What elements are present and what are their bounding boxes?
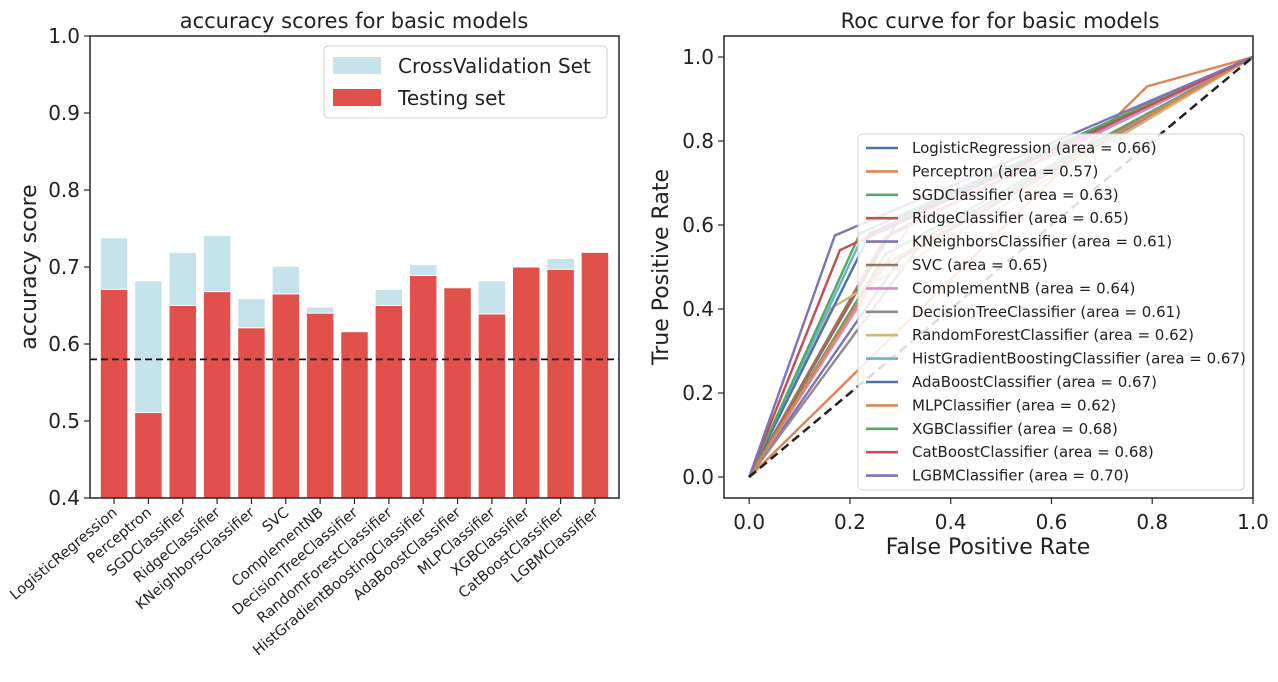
bar-y-ticks: 0.4 0.5 0.6 0.7 0.8 0.9 1.0 (48, 24, 90, 510)
bar-testing-set-catboostclassifier (546, 268, 575, 499)
roc-y-tick-label: 0.4 (682, 297, 714, 321)
bar-testing-set-xgbclassifier (512, 266, 541, 499)
roc-legend-label: SGDClassifier (area = 0.63) (912, 186, 1119, 204)
bar-testing-set-adaboostclassifier (443, 287, 472, 499)
roc-legend-label: HistGradientBoostingClassifier (area = 0… (912, 350, 1246, 368)
bar-chart-frame (89, 35, 620, 499)
roc-legend-label: LogisticRegression (area = 0.66) (912, 139, 1157, 157)
roc-legend-label: RandomForestClassifier (area = 0.62) (912, 326, 1194, 344)
bar-chart: accuracy scores for basic models accurac… (7, 9, 620, 659)
roc-line-lgbmclassifier (748, 55, 1253, 478)
bar-y-tick-label: 0.6 (48, 332, 80, 356)
bar-testing-set-lgbmclassifier (580, 251, 610, 499)
bar-testing-set-sgdclassifier (168, 305, 197, 499)
roc-line-catboostclassifier (748, 55, 1253, 478)
roc-chart: Roc curve for for basic models False Pos… (649, 9, 1269, 560)
roc-x-tick-label: 0.0 (733, 510, 765, 534)
bar-chart-legend: CrossValidation Set Testing set (323, 45, 608, 119)
roc-legend-label: SVC (area = 0.65) (912, 256, 1048, 274)
legend-label-testing: Testing set (397, 86, 505, 110)
roc-legend-label: XGBClassifier (area = 0.68) (912, 420, 1118, 438)
roc-y-tick-label: 0.0 (682, 465, 714, 489)
roc-legend-box (857, 133, 1245, 491)
roc-legend-label: AdaBoostClassifier (area = 0.67) (912, 373, 1157, 391)
roc-y-tick-label: 0.8 (682, 129, 714, 153)
bar-y-tick-label: 0.8 (48, 178, 80, 202)
roc-legend-label: ComplementNB (area = 0.64) (912, 279, 1135, 297)
roc-x-tick-label: 0.8 (1136, 510, 1168, 534)
roc-chart-title: Roc curve for for basic models (841, 9, 1160, 33)
bar-marks (99, 234, 610, 499)
bar-y-tick-label: 0.5 (48, 409, 80, 433)
bar-testing-set-kneighborsclassifier (237, 327, 266, 499)
roc-legend-label: MLPClassifier (area = 0.62) (912, 396, 1116, 414)
bar-y-tick-label: 1.0 (48, 24, 80, 48)
roc-y-tick-label: 0.2 (682, 381, 714, 405)
roc-chart-frame (723, 35, 1254, 499)
roc-legend-label: KNeighborsClassifier (area = 0.61) (912, 233, 1172, 251)
roc-legend-label: Perceptron (area = 0.57) (912, 162, 1098, 180)
bar-chart-y-axis-label: accuracy score (17, 184, 42, 349)
legend-label-crossvalidation: CrossValidation Set (398, 54, 591, 78)
roc-chart-legend: LogisticRegression (area = 0.66) Perceptr… (857, 133, 1246, 491)
bar-y-tick-label: 0.7 (48, 255, 80, 279)
roc-legend-label: RidgeClassifier (area = 0.65) (912, 209, 1129, 227)
roc-chart-y-axis-label: True Positive Rate (649, 169, 674, 366)
roc-y-tick-label: 0.6 (682, 213, 714, 237)
bar-testing-set-logisticregression (99, 288, 129, 499)
roc-legend-label: CatBoostClassifier (area = 0.68) (912, 443, 1154, 461)
roc-legend-items: LogisticRegression (area = 0.66) Perceptr… (866, 139, 1246, 485)
bar-testing-set-randomforestclassifier (374, 305, 404, 499)
bar-testing-set-complementnb (305, 312, 335, 499)
bar-testing-set-mlpclassifier (477, 313, 507, 499)
roc-y-ticks: 0.0 0.2 0.4 0.6 0.8 1.0 (682, 45, 724, 489)
bar-testing-set-perceptron (134, 412, 163, 499)
roc-y-tick-label: 1.0 (682, 45, 714, 69)
bar-testing-set-decisiontreeclassifier (340, 331, 369, 499)
roc-legend-label: LGBMClassifier (area = 0.70) (912, 467, 1129, 485)
roc-x-tick-label: 0.2 (834, 510, 866, 534)
roc-chart-x-axis-label: False Positive Rate (886, 535, 1090, 560)
bar-x-ticks: LogisticRegressionPerceptronSGDClassifie… (7, 498, 602, 659)
bar-testing-set-ridgeclassifier (202, 291, 232, 499)
roc-legend-label: DecisionTreeClassifier (area = 0.61) (912, 303, 1181, 321)
legend-swatch-testing (333, 89, 381, 106)
legend-swatch-crossvalidation (333, 57, 381, 74)
bar-y-tick-label: 0.4 (48, 486, 80, 510)
roc-x-ticks: 0.0 0.2 0.4 0.6 0.8 1.0 (733, 498, 1269, 534)
bar-testing-set-svc (271, 293, 301, 499)
bar-testing-set-histgradientboostingclassifier (408, 274, 438, 499)
roc-x-tick-label: 1.0 (1237, 510, 1269, 534)
bar-chart-title: accuracy scores for basic models (180, 9, 529, 33)
bar-legend-box (323, 45, 608, 119)
roc-x-tick-label: 0.4 (935, 510, 967, 534)
roc-x-tick-label: 0.6 (1036, 510, 1068, 534)
bar-y-tick-label: 0.9 (48, 101, 80, 125)
